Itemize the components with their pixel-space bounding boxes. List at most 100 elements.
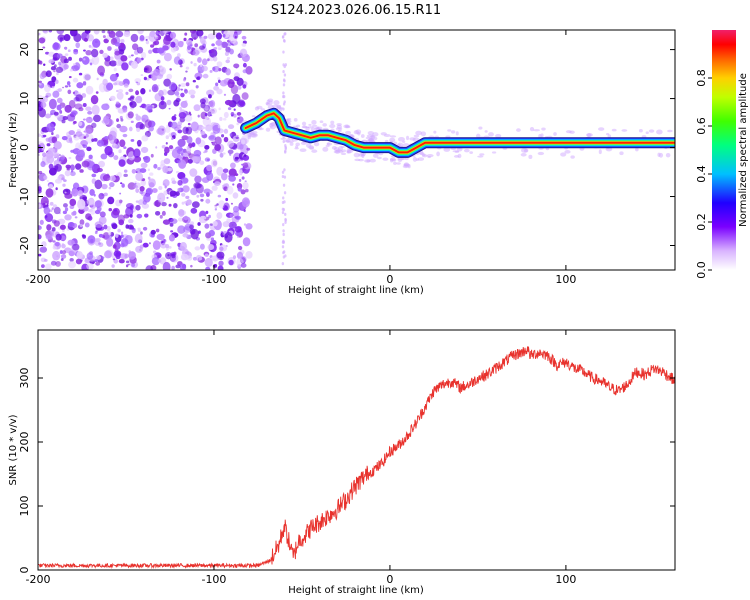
noise-speckle — [135, 115, 142, 121]
noise-speckle — [115, 174, 118, 177]
noise-speckle — [122, 133, 128, 138]
noise-speckle — [155, 30, 160, 36]
noise-speckle — [119, 125, 128, 133]
noise-speckle — [228, 259, 234, 266]
noise-speckle — [242, 154, 250, 161]
noise-speckle — [46, 179, 49, 183]
ridge-halo — [520, 153, 527, 157]
ridge-halo — [251, 133, 258, 138]
noise-speckle — [182, 126, 189, 135]
noise-speckle — [166, 73, 173, 80]
ridge-halo — [491, 151, 497, 154]
noise-speckle — [38, 82, 45, 89]
noise-speckle — [63, 58, 69, 64]
noise-speckle — [106, 237, 114, 247]
noise-speckle — [185, 195, 190, 200]
noise-speckle — [79, 219, 85, 226]
ridge-halo — [306, 142, 312, 148]
noise-speckle — [82, 118, 86, 121]
ridge-halo — [370, 134, 376, 140]
noise-speckle — [209, 100, 216, 108]
ridge-halo — [300, 141, 307, 146]
snr-xtick-label: 100 — [555, 573, 576, 586]
noise-speckle — [130, 54, 134, 57]
noise-speckle — [68, 84, 71, 88]
noise-speckle — [61, 136, 68, 141]
noise-speckle — [109, 60, 117, 67]
figure-title: S124.2023.026.06.15.R11 — [271, 3, 441, 18]
noise-speckle — [140, 51, 147, 59]
noise-speckle — [151, 84, 159, 93]
noise-speckle — [107, 46, 112, 51]
noise-speckle — [170, 121, 178, 129]
spectrogram-xtick-label: -100 — [201, 273, 226, 286]
noise-speckle — [48, 30, 53, 33]
noise-speckle — [140, 74, 144, 77]
noise-speckle — [51, 85, 55, 89]
ridge-halo — [645, 131, 649, 135]
noise-speckle — [230, 162, 236, 169]
ridge-halo — [657, 152, 661, 157]
noise-speckle — [214, 136, 222, 146]
noise-speckle — [218, 200, 226, 209]
noise-speckle — [73, 63, 76, 66]
noise-speckle — [191, 47, 196, 51]
noise-speckle — [177, 40, 184, 48]
noise-speckle — [38, 133, 42, 137]
noise-speckle — [227, 124, 235, 130]
noise-speckle — [157, 125, 166, 136]
ridge-halo — [570, 155, 575, 159]
noise-speckle — [42, 152, 47, 158]
noise-speckle — [155, 228, 160, 233]
noise-speckle — [96, 167, 103, 173]
noise-speckle — [208, 135, 217, 141]
noise-speckle — [209, 223, 213, 226]
noise-speckle — [112, 244, 117, 249]
ridge-halo — [269, 125, 276, 130]
ridge-halo — [369, 158, 376, 163]
noise-speckle — [180, 100, 188, 108]
ridge-halo — [322, 127, 329, 131]
noise-speckle — [284, 217, 287, 222]
noise-speckle — [64, 47, 68, 50]
noise-speckle — [38, 203, 42, 208]
noise-speckle — [170, 41, 176, 48]
ridge-halo — [330, 120, 335, 125]
noise-speckle — [157, 192, 166, 203]
noise-speckle — [71, 188, 79, 197]
noise-speckle — [52, 90, 60, 98]
noise-speckle — [81, 56, 90, 65]
noise-speckle — [77, 190, 84, 197]
noise-speckle — [140, 57, 144, 61]
noise-speckle — [156, 47, 165, 54]
noise-speckle — [139, 123, 146, 130]
noise-speckle — [234, 35, 237, 39]
noise-speckle — [160, 100, 165, 106]
noise-speckle — [86, 198, 95, 206]
noise-speckle — [199, 160, 205, 165]
noise-speckle — [45, 92, 52, 98]
ridge-halo — [433, 130, 437, 134]
noise-speckle — [163, 34, 172, 42]
noise-speckle — [195, 137, 202, 145]
noise-speckle — [284, 220, 287, 225]
noise-speckle — [177, 53, 181, 58]
noise-speckle — [193, 37, 197, 40]
colorbar-label: Normalized spectral amplitude — [738, 73, 749, 227]
noise-speckle — [75, 258, 83, 265]
noise-speckle — [130, 33, 139, 43]
noise-speckle — [60, 258, 64, 261]
spectrogram-ytick-label: 20 — [18, 43, 31, 57]
noise-speckle — [93, 193, 96, 197]
noise-speckle — [202, 65, 208, 72]
noise-speckle — [282, 91, 285, 95]
noise-speckle — [118, 81, 124, 86]
noise-speckle — [94, 221, 104, 228]
noise-speckle — [186, 147, 192, 154]
noise-speckle — [284, 32, 287, 36]
noise-speckle — [184, 89, 188, 94]
ridge-halo — [247, 136, 252, 140]
noise-speckle — [179, 242, 187, 251]
noise-speckle — [165, 141, 168, 145]
noise-speckle — [109, 135, 117, 145]
